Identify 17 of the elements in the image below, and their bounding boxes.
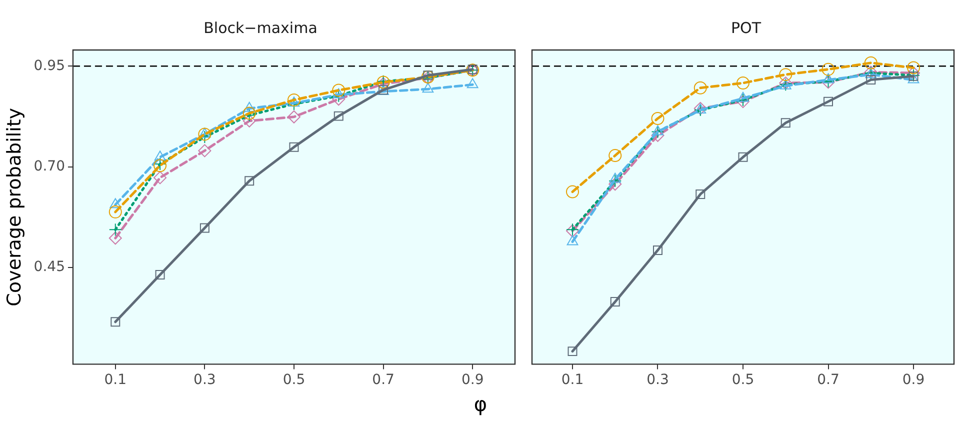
y-tick-label: 0.70	[34, 158, 65, 174]
x-tick-label: 0.7	[817, 372, 840, 388]
x-tick-label: 0.7	[372, 372, 394, 388]
chart-title: POT	[730, 18, 762, 37]
x-tick-label: 0.1	[104, 372, 127, 388]
x-tick-label: 0.5	[732, 372, 754, 388]
x-tick-label: 0.3	[646, 372, 669, 388]
x-tick-label: 0.5	[282, 372, 306, 388]
x-tick-label: 0.1	[561, 372, 584, 388]
y-tick-label: 0.95	[34, 58, 65, 74]
x-tick-label: 0.3	[194, 372, 216, 388]
x-tick-label: 0.9	[902, 372, 925, 388]
chart-title: Block−maxima	[204, 18, 318, 37]
x-tick-label: 0.9	[461, 372, 484, 388]
x-axis-title: φ	[472, 392, 488, 416]
y-axis-title: Coverage probability	[3, 108, 26, 306]
y-tick-label: 0.45	[34, 259, 65, 276]
